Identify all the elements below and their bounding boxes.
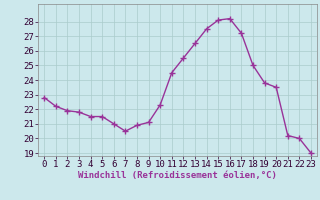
X-axis label: Windchill (Refroidissement éolien,°C): Windchill (Refroidissement éolien,°C): [78, 171, 277, 180]
